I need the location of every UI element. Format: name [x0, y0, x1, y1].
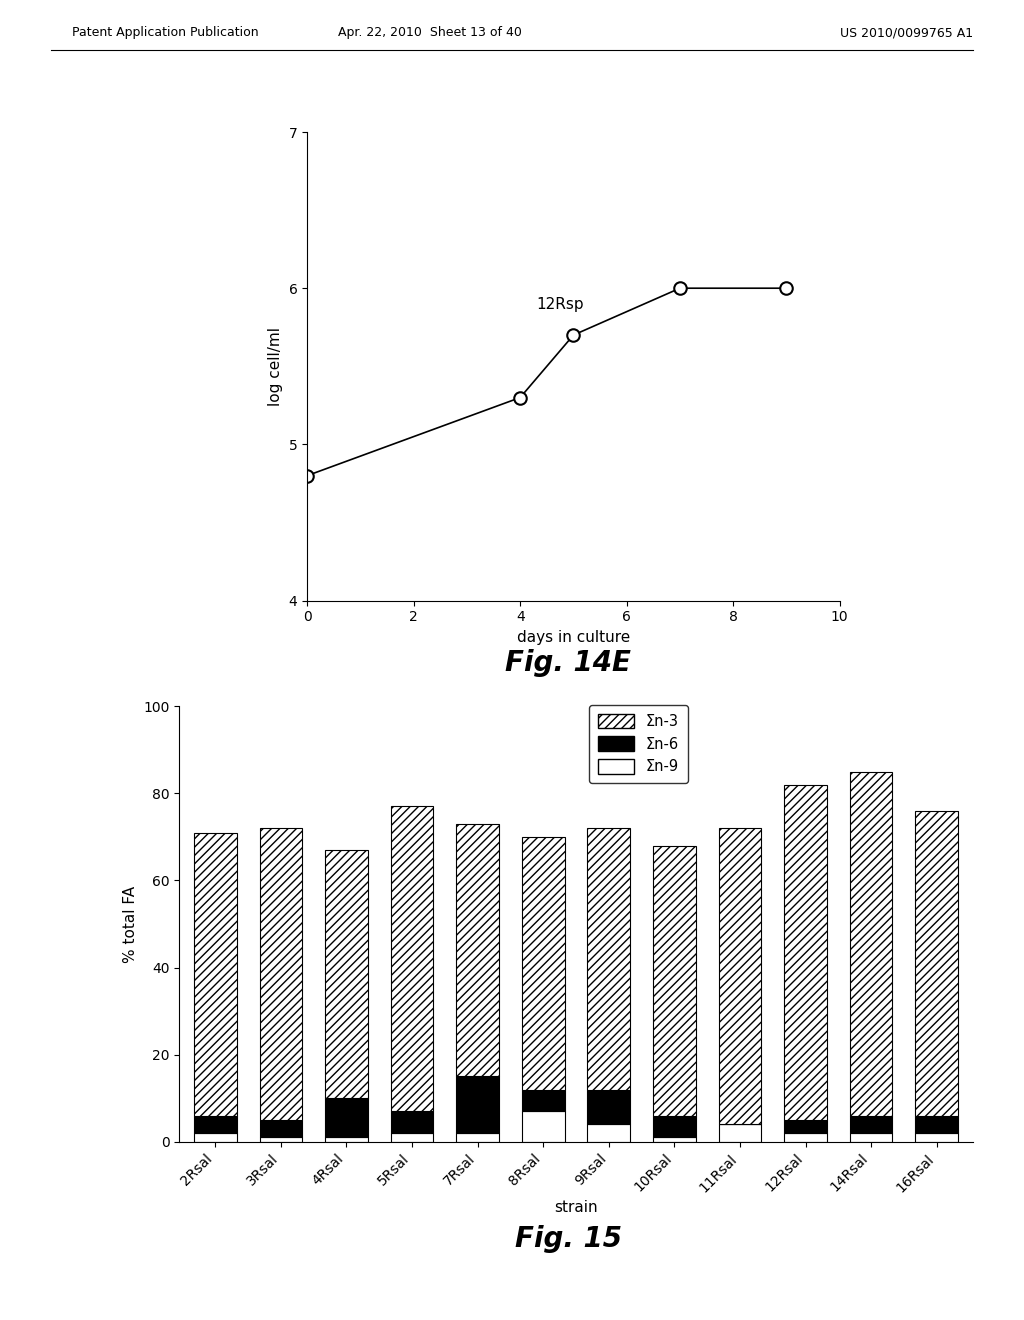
Legend: Σn-3, Σn-6, Σn-9: Σn-3, Σn-6, Σn-9 [589, 705, 688, 783]
Text: Apr. 22, 2010  Sheet 13 of 40: Apr. 22, 2010 Sheet 13 of 40 [338, 26, 522, 40]
Bar [194, 833, 237, 1115]
Bar [259, 1119, 302, 1138]
Bar [653, 1115, 695, 1138]
Bar [850, 1133, 893, 1142]
Bar [588, 1125, 630, 1142]
Bar [588, 1089, 630, 1125]
Bar [391, 1133, 433, 1142]
Bar [653, 1138, 695, 1142]
Bar [259, 1138, 302, 1142]
Bar [194, 1133, 237, 1142]
Text: Fig. 15: Fig. 15 [515, 1225, 622, 1253]
Bar [784, 1133, 826, 1142]
Bar [326, 850, 368, 1098]
Bar [915, 1115, 958, 1133]
Bar [719, 828, 761, 1125]
Bar [588, 828, 630, 1089]
X-axis label: days in culture: days in culture [517, 630, 630, 645]
Bar [457, 1133, 499, 1142]
Bar [259, 828, 302, 1119]
Bar [326, 1098, 368, 1138]
X-axis label: strain: strain [554, 1200, 598, 1216]
Bar [326, 1138, 368, 1142]
Bar [522, 1089, 564, 1111]
Bar [522, 1111, 564, 1142]
Y-axis label: % total FA: % total FA [123, 886, 137, 962]
Text: Fig. 14E: Fig. 14E [505, 649, 632, 677]
Bar [457, 824, 499, 1077]
Text: Patent Application Publication: Patent Application Publication [72, 26, 258, 40]
Bar [784, 784, 826, 1119]
Bar [391, 1111, 433, 1133]
Bar [850, 1115, 893, 1133]
Text: US 2010/0099765 A1: US 2010/0099765 A1 [840, 26, 973, 40]
Text: 12Rsp: 12Rsp [537, 297, 584, 312]
Bar [653, 846, 695, 1115]
Bar [915, 810, 958, 1115]
Bar [784, 1119, 826, 1133]
Bar [719, 1125, 761, 1142]
Bar [522, 837, 564, 1089]
Bar [850, 771, 893, 1115]
Bar [391, 807, 433, 1111]
Y-axis label: log cell/ml: log cell/ml [268, 327, 283, 405]
Bar [915, 1133, 958, 1142]
Bar [457, 1077, 499, 1133]
Bar [194, 1115, 237, 1133]
